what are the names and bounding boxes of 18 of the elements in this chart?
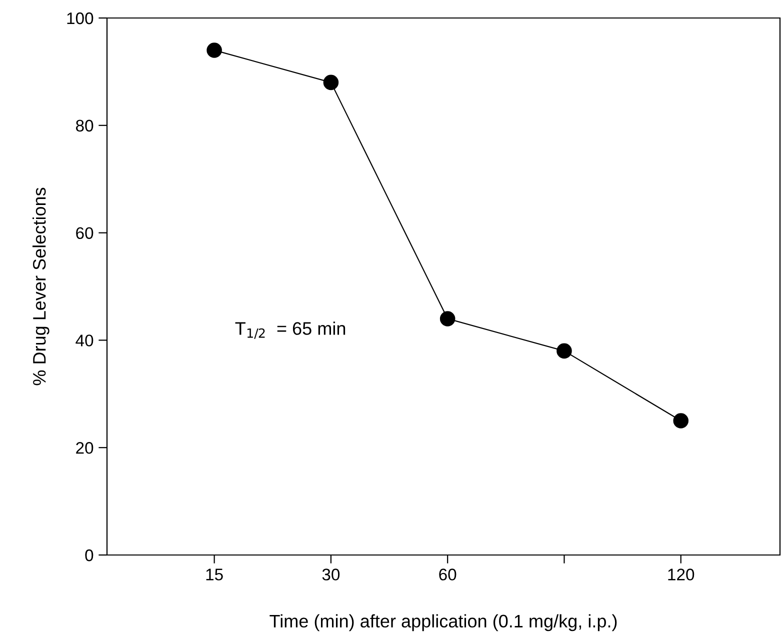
y-axis-title: % Drug Lever Selections xyxy=(32,188,50,386)
y-tick-label: 40 xyxy=(76,334,94,346)
x-tick-label: 120 xyxy=(668,568,694,580)
y-tick-label: 20 xyxy=(76,442,94,454)
x-tick-label: 15 xyxy=(206,568,223,580)
y-tick-label: 80 xyxy=(76,120,94,132)
point xyxy=(323,74,339,90)
point xyxy=(206,42,222,58)
y-tick-label: 60 xyxy=(76,227,94,240)
point xyxy=(673,413,688,428)
point xyxy=(556,343,572,359)
x-axis-title: Time (min) after application (0.1 mg/kg, i.p.) xyxy=(270,614,617,632)
point xyxy=(440,311,456,326)
x-tick-label: 60 xyxy=(439,568,456,580)
annotation: T$_{1/2}$ = 65 min xyxy=(235,322,346,339)
x-tick-label: 30 xyxy=(322,568,340,580)
y-tick-label: 0 xyxy=(85,549,94,562)
y-tick-label: 100 xyxy=(67,12,94,24)
